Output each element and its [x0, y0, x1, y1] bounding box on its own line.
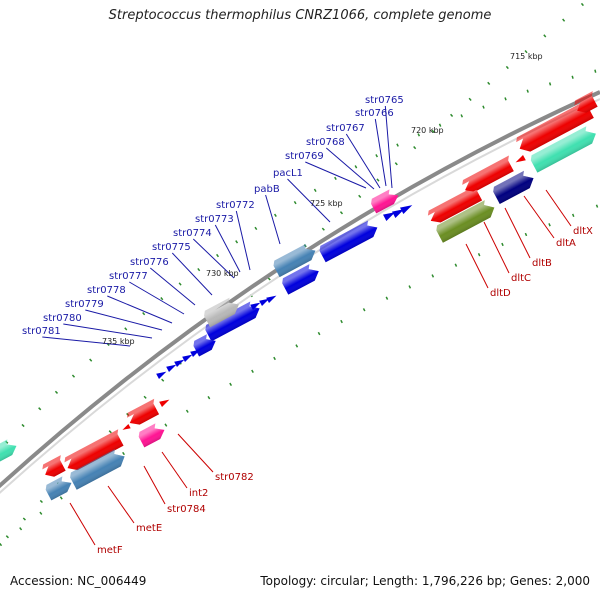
gene-edge-small[interactable]: [121, 424, 131, 432]
gene-pabB[interactable]: [272, 241, 319, 278]
gene-str0782-arrow[interactable]: [174, 357, 186, 367]
gene-label-str0781[interactable]: str0781: [22, 326, 61, 337]
gene-metF[interactable]: [40, 455, 68, 480]
leader-line-pabb: [265, 194, 281, 245]
gene-label-dltc[interactable]: dltC: [511, 273, 531, 284]
ruler-label-725-kbp: 725 kbp: [310, 199, 343, 208]
gene-label-pabb[interactable]: pabB: [254, 184, 280, 195]
accession-text: Accession: NC_006449: [10, 574, 147, 588]
gene-str0767-arrow[interactable]: [400, 202, 414, 214]
leader-line-str0777: [129, 281, 185, 315]
gene-label-str0769[interactable]: str0769: [285, 151, 324, 162]
leader-line-str0775: [171, 252, 213, 296]
gene-label-str0768[interactable]: str0768: [306, 137, 345, 148]
leader-line-str0780: [63, 323, 153, 339]
gene-label-str0765[interactable]: str0765: [365, 95, 404, 106]
leader-line-dltx: [545, 189, 572, 227]
gene-label-dltx[interactable]: dltX: [573, 226, 593, 237]
gene-label-str0784[interactable]: str0784: [167, 504, 206, 515]
gene-label-str0772[interactable]: str0772: [216, 200, 255, 211]
gene-dltC[interactable]: [460, 155, 516, 196]
leader-line-str0782: [177, 433, 214, 473]
gene-str0766-arrow[interactable]: [392, 206, 406, 218]
leader-line-str0766: [374, 118, 387, 187]
gene-str0765-arrow[interactable]: [383, 209, 397, 221]
leader-line-metf: [69, 502, 96, 546]
leader-line-dltb: [504, 207, 531, 259]
gene-label-dlta[interactable]: dltA: [556, 238, 576, 249]
gene-dltD[interactable]: [426, 184, 485, 226]
gene-str0772-arrow[interactable]: [250, 300, 262, 310]
ruler-label-720-kbp: 720 kbp: [411, 126, 444, 135]
gene-label-dltb[interactable]: dltB: [532, 258, 552, 269]
leader-line-str0768: [325, 147, 375, 190]
mid-tick-ring: [0, 68, 600, 452]
gene-label-metf[interactable]: metF: [97, 545, 123, 556]
gene-label-str0766[interactable]: str0766: [355, 108, 394, 119]
gene-label-str0782[interactable]: str0782: [215, 472, 254, 483]
gene-metF-lower[interactable]: [44, 474, 74, 501]
leader-line-str0767: [345, 133, 381, 189]
leader-line-str0778: [107, 295, 173, 324]
gene-pacL1-lower[interactable]: [280, 262, 322, 295]
gene-label-int2[interactable]: int2: [189, 488, 208, 499]
gene-edge-left[interactable]: [0, 437, 19, 464]
ruler-label-735-kbp: 735 kbp: [102, 337, 135, 346]
gene-label-str0773[interactable]: str0773: [195, 214, 234, 225]
gene-label-str0778[interactable]: str0778: [87, 285, 126, 296]
gene-str0781-arrow[interactable]: [166, 362, 178, 372]
gene-dltC-small[interactable]: [514, 155, 526, 165]
gene-str0782[interactable]: [125, 398, 162, 429]
gene-dltA[interactable]: [514, 99, 596, 156]
gene-label-dltd[interactable]: dltD: [490, 288, 511, 299]
gene-dltC-alt[interactable]: [491, 168, 537, 205]
gene-str0782-arrow[interactable]: [159, 397, 171, 407]
gene-label-str0777[interactable]: str0777: [109, 271, 148, 282]
gene-str0779[interactable]: [192, 332, 219, 357]
gene-str0784[interactable]: [63, 429, 127, 474]
leader-line-pacl1: [287, 178, 331, 223]
gene-dltD-alt[interactable]: [434, 198, 497, 243]
leader-line-str0784: [143, 465, 166, 505]
gene-str0773-arrow[interactable]: [259, 296, 271, 306]
gene-pacL1[interactable]: [318, 218, 381, 263]
gene-dltB[interactable]: [529, 124, 599, 173]
gene-metE[interactable]: [68, 447, 128, 490]
gene-label-mete[interactable]: metE: [136, 523, 162, 534]
gene-label-str0774[interactable]: str0774: [173, 228, 212, 239]
leader-line-dltc: [483, 221, 510, 274]
leader-line-str0773: [214, 224, 241, 273]
genome-summary-text: Topology: circular; Length: 1,796,226 bp…: [260, 574, 590, 588]
gene-label-str0775[interactable]: str0775: [152, 242, 191, 253]
gene-str0777[interactable]: [202, 295, 242, 328]
gene-int2[interactable]: [137, 421, 167, 448]
leader-line-str0772: [235, 210, 251, 271]
map-title: Streptococcus thermophilus CNRZ1066, com…: [108, 8, 492, 23]
leader-line-dltd: [465, 243, 489, 289]
gene-dltX[interactable]: [572, 91, 600, 116]
leader-line-mete: [107, 485, 135, 524]
gene-str0774-arrow[interactable]: [266, 293, 278, 303]
leader-line-str0779: [85, 309, 163, 331]
ruler-label-715-kbp: 715 kbp: [510, 52, 543, 61]
gene-label-str0779[interactable]: str0779: [65, 299, 104, 310]
leader-line-str0776: [149, 267, 196, 306]
leader-line-str0765: [384, 105, 393, 189]
gene-label-str0776[interactable]: str0776: [130, 257, 169, 268]
leader-line-dlta: [523, 195, 555, 239]
gene-str0783-arrow[interactable]: [182, 352, 194, 362]
gene-label-str0767[interactable]: str0767: [326, 123, 365, 134]
gene-label-pacl1[interactable]: pacL1: [273, 168, 303, 179]
leader-line-str0781: [42, 336, 131, 347]
gene-str0780-arrow[interactable]: [156, 369, 168, 379]
gene-str0784-arrow[interactable]: [190, 347, 202, 357]
gene-str0769[interactable]: [369, 187, 401, 214]
leader-line-str0774: [192, 238, 235, 279]
ruler-label-730-kbp: 730 kbp: [206, 269, 239, 278]
leader-line-str0769: [305, 161, 367, 189]
gene-label-str0780[interactable]: str0780: [43, 313, 82, 324]
leader-line-int2: [161, 451, 188, 489]
